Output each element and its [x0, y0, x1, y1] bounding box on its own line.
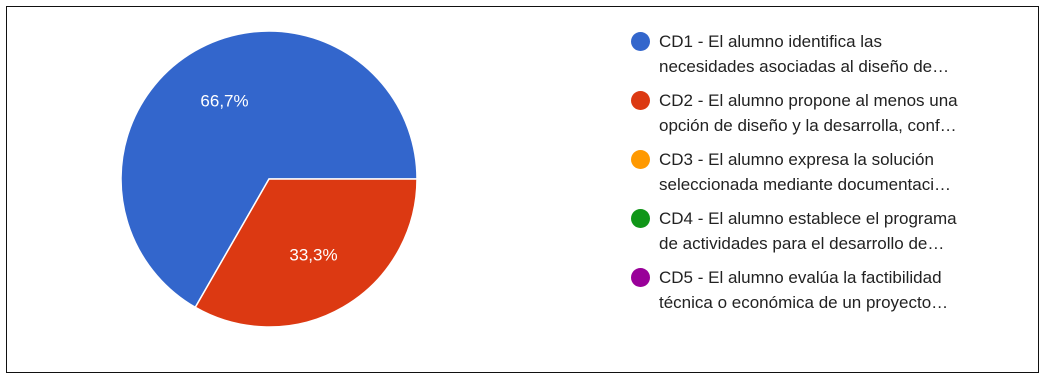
legend-item-cd4[interactable]: CD4 - El alumno establece el programa de…	[631, 206, 1031, 265]
legend-dot-cd2	[631, 91, 650, 110]
legend-item-cd3[interactable]: CD3 - El alumno expresa la solución sele…	[631, 147, 1031, 206]
legend-item-cd2[interactable]: CD2 - El alumno propone al menos una opc…	[631, 88, 1031, 147]
legend-text-cd3: CD3 - El alumno expresa la solución sele…	[659, 147, 1019, 197]
pie-slice-1[interactable]	[120, 30, 418, 309]
legend-text-cd5: CD5 - El alumno evalúa la factibilidad t…	[659, 265, 1019, 315]
slice-label-2: 33,3%	[289, 245, 337, 264]
legend-dot-cd4	[631, 209, 650, 228]
slice-label-1: 66,7%	[200, 92, 248, 111]
legend-text-cd2: CD2 - El alumno propone al menos una opc…	[659, 88, 1019, 138]
legend-dot-cd5	[631, 268, 650, 287]
legend-text-cd4: CD4 - El alumno establece el programa de…	[659, 206, 1019, 256]
pie-chart: 66,7% 33,3%	[120, 30, 418, 328]
legend-line: CD3 - El alumno expresa la solución	[659, 150, 934, 169]
legend-line: CD1 - El alumno identifica las	[659, 32, 882, 51]
legend-line: opción de diseño y la desarrolla, conf…	[659, 116, 957, 135]
legend-item-cd1[interactable]: CD1 - El alumno identifica las necesidad…	[631, 29, 1031, 88]
legend-dot-cd3	[631, 150, 650, 169]
legend-line: técnica o económica de un proyecto…	[659, 293, 949, 312]
legend: CD1 - El alumno identifica las necesidad…	[631, 29, 1031, 324]
chart-frame: 66,7% 33,3% CD1 - El alumno identifica la…	[6, 6, 1039, 373]
legend-line: seleccionada mediante documentaci…	[659, 175, 952, 194]
legend-text-cd1: CD1 - El alumno identifica las necesidad…	[659, 29, 1019, 79]
legend-item-cd5[interactable]: CD5 - El alumno evalúa la factibilidad t…	[631, 265, 1031, 324]
pie-slice-2[interactable]	[194, 178, 418, 328]
legend-line: CD4 - El alumno establece el programa	[659, 209, 957, 228]
legend-line: CD5 - El alumno evalúa la factibilidad	[659, 268, 942, 287]
legend-dot-cd1	[631, 32, 650, 51]
legend-line: de actividades para el desarrollo de…	[659, 234, 945, 253]
legend-line: necesidades asociadas al diseño de…	[659, 57, 950, 76]
legend-line: CD2 - El alumno propone al menos una	[659, 91, 958, 110]
